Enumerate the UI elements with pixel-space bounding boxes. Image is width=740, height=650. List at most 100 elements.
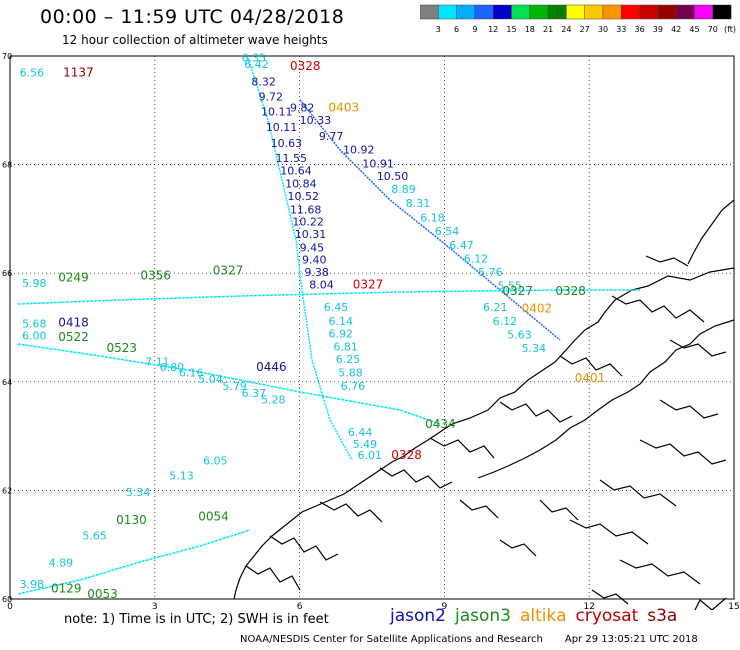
track-pass-northeast xyxy=(299,99,561,341)
colorbar-tick-label: 21 xyxy=(543,25,553,34)
wave-height-label: 0327 xyxy=(353,277,384,291)
wave-height-label: 6.56 xyxy=(20,67,45,80)
wave-height-label: 9.45 xyxy=(300,241,325,254)
wave-height-label: 10.31 xyxy=(295,228,327,241)
wave-height-label: 11.68 xyxy=(290,203,322,216)
wave-height-label: 0249 xyxy=(58,270,89,284)
legend-item-jason2: jason2 xyxy=(390,606,446,626)
wave-height-label: 6.05 xyxy=(203,454,228,467)
wave-height-label: 11.55 xyxy=(275,152,307,165)
wave-height-label: 6.76 xyxy=(341,380,366,393)
colorbar-tick-label: 3 xyxy=(436,25,441,34)
colorbar-tick-label: 33 xyxy=(616,25,626,34)
credit-organization: NOAA/NESDIS Center for Satellite Applica… xyxy=(240,634,543,645)
wave-height-label: 10.64 xyxy=(280,164,312,177)
wave-height-label: 6.92 xyxy=(329,327,354,340)
wave-height-label: 6.47 xyxy=(449,239,474,252)
wave-height-label: 10.11 xyxy=(261,106,293,119)
colorbar-tick-label: 39 xyxy=(653,25,663,34)
colorbar-tick-label: 6 xyxy=(454,25,459,34)
wave-height-label: 9.72 xyxy=(259,91,284,104)
wave-height-label: 10.50 xyxy=(377,170,409,183)
wave-height-label: 10.84 xyxy=(285,177,317,190)
wave-height-label: 0434 xyxy=(425,417,456,431)
legend-item-jason3: jason3 xyxy=(455,606,511,626)
wave-height-map: 70 68 66 64 62 60 0 3 6 9 12 15 6.56 1137 6.356.42 03… xyxy=(2,51,740,610)
colorbar-tick-label: 30 xyxy=(598,25,608,34)
wave-height-label: 5.65 xyxy=(82,529,107,542)
wave-height-label: 7.11 xyxy=(145,356,170,369)
wave-height-label: 6.12 xyxy=(493,315,517,328)
colorbar-tick-label: 12 xyxy=(488,25,498,34)
longitude-tick-label: 3 xyxy=(152,602,158,610)
wave-height-label: 5.28 xyxy=(261,394,286,407)
wave-height-label: 10.33 xyxy=(300,114,332,127)
wave-height-label: 6.35 xyxy=(242,51,267,64)
wave-height-label: 0054 xyxy=(198,509,229,523)
wave-height-label: 6.00 xyxy=(22,329,47,342)
wave-height-label: 0403 xyxy=(329,100,360,114)
legend-item-s3a: s3a xyxy=(647,606,678,626)
wave-height-label: 5.76 xyxy=(478,266,503,279)
track-pass-south xyxy=(17,529,251,595)
wave-height-label: 9.40 xyxy=(302,253,327,266)
track-pass-north xyxy=(247,57,353,461)
legend-item-cryosat: cryosat xyxy=(575,606,639,626)
wave-height-label: 6.44 xyxy=(348,426,373,439)
wave-height-label: 0356 xyxy=(140,269,171,283)
wave-height-label: 5.79 xyxy=(222,380,247,393)
wave-height-label: 0129 xyxy=(51,581,82,595)
map-frame xyxy=(9,55,735,600)
wave-height-label: 0327 xyxy=(213,263,244,277)
wave-height-label: 10.92 xyxy=(343,144,375,157)
wave-height-label: 8.31 xyxy=(406,197,431,210)
wave-height-label: 10.91 xyxy=(362,157,394,170)
wave-height-label: 6.01 xyxy=(358,449,383,462)
wave-height-label: 5.55 xyxy=(497,279,522,292)
wave-height-label: 0053 xyxy=(87,587,118,601)
color-scale-bar: 3 6 9 12 15 18 21 24 27 30 33 36 39 42 45 70 (ft) xyxy=(420,4,736,34)
wave-height-label: 6.45 xyxy=(324,301,349,314)
wave-height-label: 0522 xyxy=(58,330,89,344)
norway-coastline xyxy=(233,199,735,610)
colorbar-tick-label: 42 xyxy=(671,25,681,34)
wave-height-label: 5.34 xyxy=(522,342,547,355)
wave-height-label: 5.68 xyxy=(22,318,47,331)
colorbar-tick-label: 27 xyxy=(580,25,590,34)
wave-height-label: 0402 xyxy=(522,301,553,315)
wave-height-label: 0328 xyxy=(391,448,422,462)
wave-height-label: 0328 xyxy=(290,59,321,73)
wave-height-label: 10.11 xyxy=(266,121,298,134)
colorbar-unit: (ft) xyxy=(724,25,736,34)
wave-height-label: 8.89 xyxy=(391,183,416,196)
longitude-tick-label: 0 xyxy=(7,602,13,610)
credit-timestamp: Apr 29 13:05:21 UTC 2018 xyxy=(564,634,698,645)
wave-height-label: 6.25 xyxy=(336,353,361,366)
wave-height-label: 5.13 xyxy=(169,470,194,483)
wave-height-labels: 6.56 1137 6.356.42 0328 8.32 9.72 9.82 0403 10.1… xyxy=(20,51,606,600)
wave-height-label: 10.22 xyxy=(292,215,324,228)
colorbar-tick-label: 18 xyxy=(525,25,535,34)
wave-height-label: 6.80 xyxy=(160,361,185,374)
wave-height-label: 0418 xyxy=(58,315,89,329)
wave-height-label: 5.88 xyxy=(338,366,363,379)
latitude-tick-label: 64 xyxy=(2,378,12,387)
wave-height-label: 0328 xyxy=(555,284,586,298)
latitude-tick-label: 68 xyxy=(2,161,12,170)
wave-height-label: 4.89 xyxy=(49,556,74,569)
wave-height-label: 9.82 xyxy=(290,101,315,114)
wave-height-label: 8.04 xyxy=(309,278,334,291)
wave-height-label: 10.63 xyxy=(271,137,303,150)
page-title: 00:00 – 11:59 UTC 04/28/2018 xyxy=(40,6,345,28)
altimeter-tracks xyxy=(17,57,640,595)
colorbar-tick-label: 36 xyxy=(635,25,645,34)
wave-height-label: 6.12 xyxy=(464,252,489,265)
colorbar-tick-label: 9 xyxy=(472,25,477,34)
wave-height-label: 0327 xyxy=(502,284,533,298)
wave-height-label: 6.14 xyxy=(329,315,354,328)
wave-height-label: 0446 xyxy=(256,360,287,374)
wave-height-label: 5.49 xyxy=(353,438,378,451)
wave-height-label: 8.32 xyxy=(251,75,275,88)
latitude-tick-label: 62 xyxy=(2,486,12,495)
wave-height-label: 1137 xyxy=(63,66,94,80)
